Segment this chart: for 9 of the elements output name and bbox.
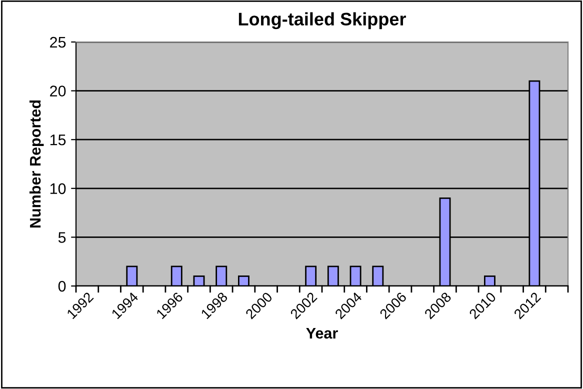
x-axis-title: Year	[306, 328, 338, 339]
y-axis-title: Number Reported	[29, 100, 44, 228]
y-tick-label: 15	[50, 134, 66, 146]
y-tick-label: 10	[50, 183, 66, 194]
y-tick-label: 20	[50, 86, 66, 96]
y-tick-label: 25	[50, 36, 66, 48]
y-tick-label: 0	[58, 280, 66, 292]
chart-title: Long-tailed Skipper	[238, 12, 406, 30]
y-tick-label: 5	[58, 232, 66, 243]
